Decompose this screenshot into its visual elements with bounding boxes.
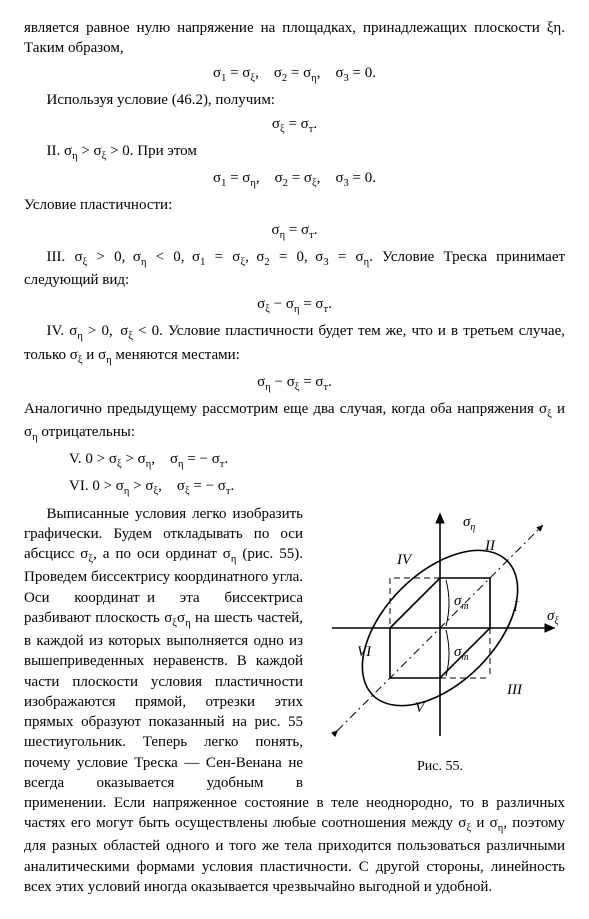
- case-V: V. 0 > σξ > ση, ση = − σт.: [69, 449, 565, 472]
- para-intro: является равное нулю напряжение на площа…: [24, 18, 565, 59]
- para-use-condition: Используя условие (46.2), получим:: [24, 90, 565, 110]
- eq-1: σ1 = σξ, σ2 = ση, σ3 = 0.: [24, 63, 565, 86]
- svg-text:I: I: [512, 599, 519, 615]
- svg-text:ση: ση: [463, 514, 475, 533]
- para-plasticity-cond: Условие пластичности:: [24, 195, 565, 215]
- svg-text:III: III: [506, 682, 523, 698]
- svg-text:IV: IV: [396, 552, 413, 568]
- figure-caption: Рис. 55.: [315, 758, 565, 777]
- svg-text:σт: σт: [454, 644, 469, 663]
- svg-text:II: II: [484, 538, 496, 554]
- figure-55: σησξσтσтIIIIIIIVVVI Рис. 55.: [315, 508, 565, 777]
- svg-text:σт: σт: [454, 593, 469, 612]
- para-negative-cases: Аналогично предыдущему рассмотрим еще дв…: [24, 399, 565, 445]
- eq-6: ση − σξ = σт.: [24, 372, 565, 395]
- case-VI: VI. 0 > ση > σξ, σξ = − σт.: [69, 476, 565, 499]
- case-III: III. σξ > 0, ση < 0, σ1 = σξ, σ2 = 0, σ3…: [24, 247, 565, 290]
- eq-4: ση = σт.: [24, 220, 565, 243]
- eq-3: σ1 = ση, σ2 = σξ, σ3 = 0.: [24, 168, 565, 191]
- case-II: II. ση > σξ > 0. При этом: [24, 141, 565, 164]
- eq-5: σξ − ση = σт.: [24, 294, 565, 317]
- case-IV: IV. ση > 0, σξ < 0. Условие пластичности…: [24, 321, 565, 367]
- svg-text:σξ: σξ: [547, 608, 559, 627]
- svg-text:VI: VI: [357, 644, 372, 660]
- eq-2: σξ = σт.: [24, 114, 565, 137]
- tresca-hexagon-diagram: σησξσтσтIIIIIIIVVVI: [315, 508, 565, 748]
